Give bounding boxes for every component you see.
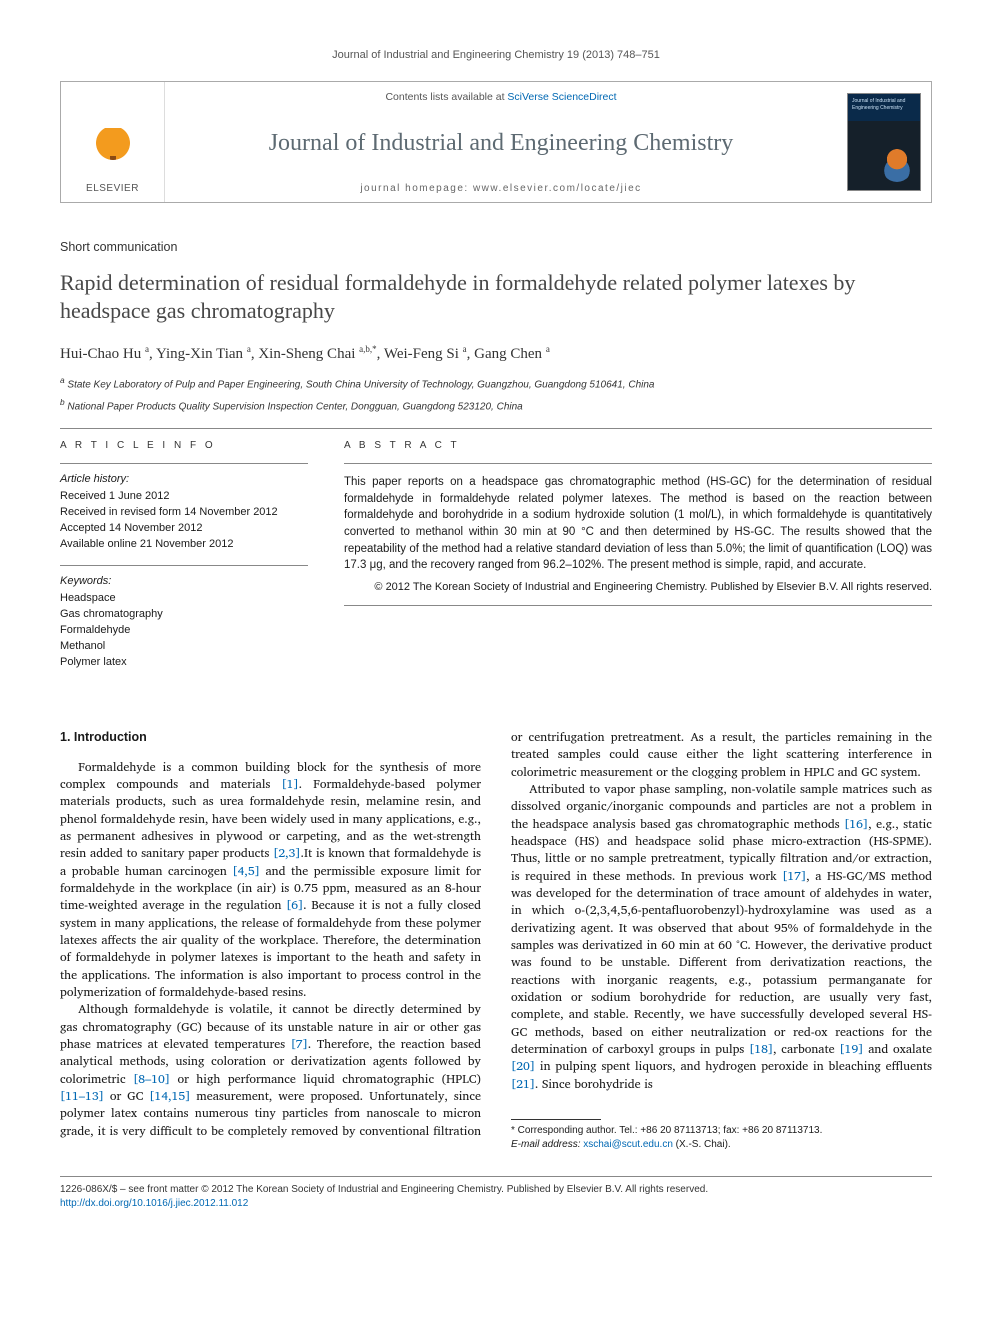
page: Journal of Industrial and Engineering Ch…	[0, 0, 992, 1251]
body-paragraph: Attributed to vapor phase sampling, non-…	[511, 781, 932, 1093]
article-info-left: A R T I C L E I N F O Article history: R…	[60, 439, 308, 671]
elsevier-tree-icon	[90, 128, 136, 178]
corresponding-author-note: * Corresponding author. Tel.: +86 20 871…	[511, 1124, 932, 1138]
divider	[344, 463, 932, 464]
history-line: Received 1 June 2012	[60, 489, 308, 505]
history-line: Available online 21 November 2012	[60, 537, 308, 553]
body-paragraph: Formaldehyde is a common building block …	[60, 759, 481, 1002]
article-title: Rapid determination of residual formalde…	[60, 269, 932, 325]
ref-link[interactable]: [21]	[511, 1074, 535, 1094]
keyword: Formaldehyde	[60, 623, 308, 639]
abstract-copyright: © 2012 The Korean Society of Industrial …	[344, 580, 932, 595]
abstract-head: A B S T R A C T	[344, 439, 932, 453]
divider	[60, 565, 308, 566]
journal-cover-thumb: Journal of Industrial and Engineering Ch…	[847, 93, 921, 191]
journal-homepage[interactable]: journal homepage: www.elsevier.com/locat…	[165, 182, 837, 196]
page-footer: 1226-086X/$ – see front matter © 2012 Th…	[60, 1183, 932, 1211]
article-info-row: A R T I C L E I N F O Article history: R…	[60, 439, 932, 671]
footnote-separator	[511, 1119, 601, 1120]
history-line: Received in revised form 14 November 201…	[60, 505, 308, 521]
history-label: Article history:	[60, 472, 308, 487]
masthead: ELSEVIER Contents lists available at Sci…	[60, 81, 932, 203]
keywords-label: Keywords:	[60, 574, 308, 589]
affiliation-b: b National Paper Products Quality Superv…	[60, 397, 932, 414]
contents-prefix: Contents lists available at	[385, 91, 507, 103]
masthead-center: Contents lists available at SciVerse Sci…	[165, 82, 837, 202]
keyword: Methanol	[60, 639, 308, 655]
section-heading: 1. Introduction	[60, 729, 481, 747]
corresponding-email: E-mail address: xschai@scut.edu.cn (X.-S…	[511, 1138, 932, 1152]
elsevier-wordmark: ELSEVIER	[86, 182, 139, 196]
affiliation-a: a State Key Laboratory of Pulp and Paper…	[60, 375, 932, 392]
author-list: Hui-Chao Hu a, Ying-Xin Tian a, Xin-Shen…	[60, 343, 932, 365]
abstract-text: This paper reports on a headspace gas ch…	[344, 474, 932, 574]
doi-link[interactable]: http://dx.doi.org/10.1016/j.jiec.2012.11…	[60, 1198, 248, 1209]
running-head: Journal of Industrial and Engineering Ch…	[60, 48, 932, 63]
keywords-block: Keywords: Headspace Gas chromatography F…	[60, 574, 308, 671]
article-info-head: A R T I C L E I N F O	[60, 439, 308, 453]
keyword: Polymer latex	[60, 655, 308, 671]
article-type: Short communication	[60, 239, 932, 257]
abstract-block: A B S T R A C T This paper reports on a …	[344, 439, 932, 671]
publisher-logo-block: ELSEVIER	[61, 82, 165, 202]
divider	[344, 605, 932, 606]
keyword: Headspace	[60, 591, 308, 607]
divider	[60, 463, 308, 464]
sciencedirect-link[interactable]: SciVerse ScienceDirect	[507, 91, 616, 103]
divider	[60, 428, 932, 429]
footer-rule	[60, 1176, 932, 1177]
contents-line: Contents lists available at SciVerse Sci…	[165, 90, 837, 105]
journal-name: Journal of Industrial and Engineering Ch…	[165, 127, 837, 161]
cover-thumb-block: Journal of Industrial and Engineering Ch…	[837, 82, 931, 202]
body-columns: 1. Introduction Formaldehyde is a common…	[60, 729, 932, 1152]
front-matter-line: 1226-086X/$ – see front matter © 2012 Th…	[60, 1183, 932, 1197]
history-line: Accepted 14 November 2012	[60, 521, 308, 537]
keyword: Gas chromatography	[60, 607, 308, 623]
email-link[interactable]: xschai@scut.edu.cn	[583, 1139, 673, 1150]
